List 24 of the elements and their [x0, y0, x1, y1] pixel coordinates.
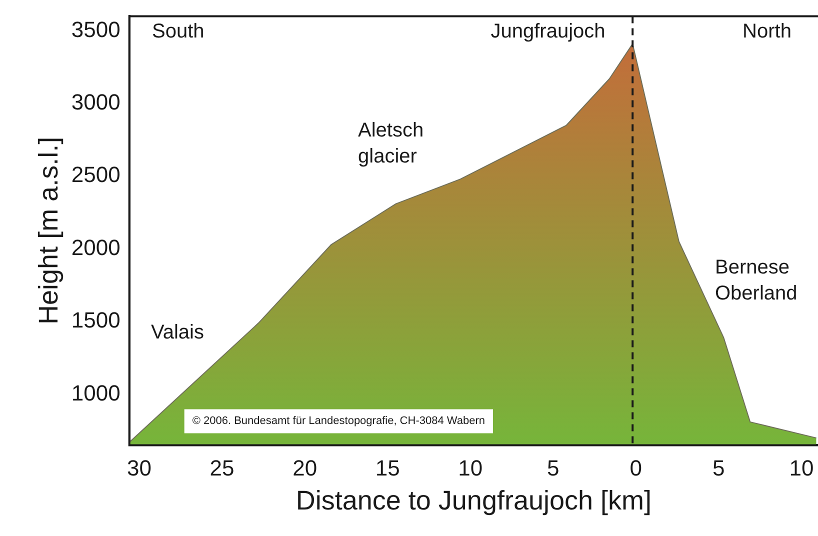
x-tick-label: 5: [712, 455, 725, 480]
x-tick-label: 0: [630, 455, 642, 480]
annotation: South: [152, 20, 204, 43]
x-tick-label: 15: [375, 455, 400, 480]
x-tick-label: 5: [547, 455, 560, 480]
y-tick-label: 1500: [71, 308, 120, 333]
y-tick-label: 3500: [71, 16, 120, 42]
annotation: Bernese Oberland: [715, 256, 798, 305]
y-axis-title: Height [m a.s.l.]: [34, 136, 64, 324]
x-tick-label: 10: [789, 455, 814, 480]
annotation: North: [742, 20, 792, 43]
y-tick-label: 2000: [71, 234, 120, 260]
x-tick-label: 30: [127, 455, 152, 480]
y-tick-label: 1000: [71, 380, 120, 406]
x-axis-title: Distance to Jungfraujoch [km]: [296, 485, 652, 516]
annotation: Jungfraujoch: [490, 20, 606, 43]
x-tick-label: 20: [292, 455, 318, 480]
annotation: Valais: [151, 322, 204, 344]
x-tick-label: 10: [458, 455, 483, 480]
annotation: © 2006. Bundesamt für Landestopografie, CH-3084 Wabern: [192, 415, 485, 428]
annotation: Aletsch glacier: [358, 120, 424, 168]
y-tick-label: 2500: [71, 162, 120, 188]
y-tick-label: 3000: [71, 90, 120, 115]
x-tick-label: 25: [210, 455, 234, 480]
